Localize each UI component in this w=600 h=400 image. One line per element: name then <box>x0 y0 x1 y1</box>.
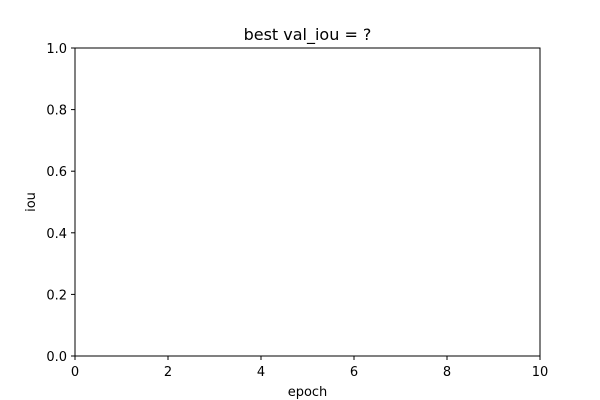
y-axis-ticks: 0.0 0.2 0.4 0.6 0.8 1.0 <box>46 42 75 365</box>
chart-title: best val_iou = ? <box>244 25 372 45</box>
y-tick-label: 1.0 <box>46 42 67 57</box>
plot-area <box>74 47 541 357</box>
x-axis-ticks: 0 2 4 6 8 10 <box>71 356 548 380</box>
y-tick-label: 0.0 <box>46 350 67 365</box>
y-tick-label: 0.6 <box>46 165 67 180</box>
y-tick-label: 0.4 <box>46 227 67 242</box>
x-tick-label: 0 <box>71 365 79 380</box>
y-tick-label: 0.2 <box>46 288 67 303</box>
y-tick-label: 0.8 <box>46 104 67 119</box>
x-tick-label: 2 <box>164 365 172 380</box>
x-tick-label: 4 <box>257 365 265 380</box>
x-tick-label: 6 <box>350 365 358 380</box>
x-tick-label: 10 <box>532 365 549 380</box>
y-axis-label: iou <box>24 192 39 212</box>
x-axis-label: epoch <box>288 385 328 400</box>
x-tick-label: 8 <box>443 365 451 380</box>
